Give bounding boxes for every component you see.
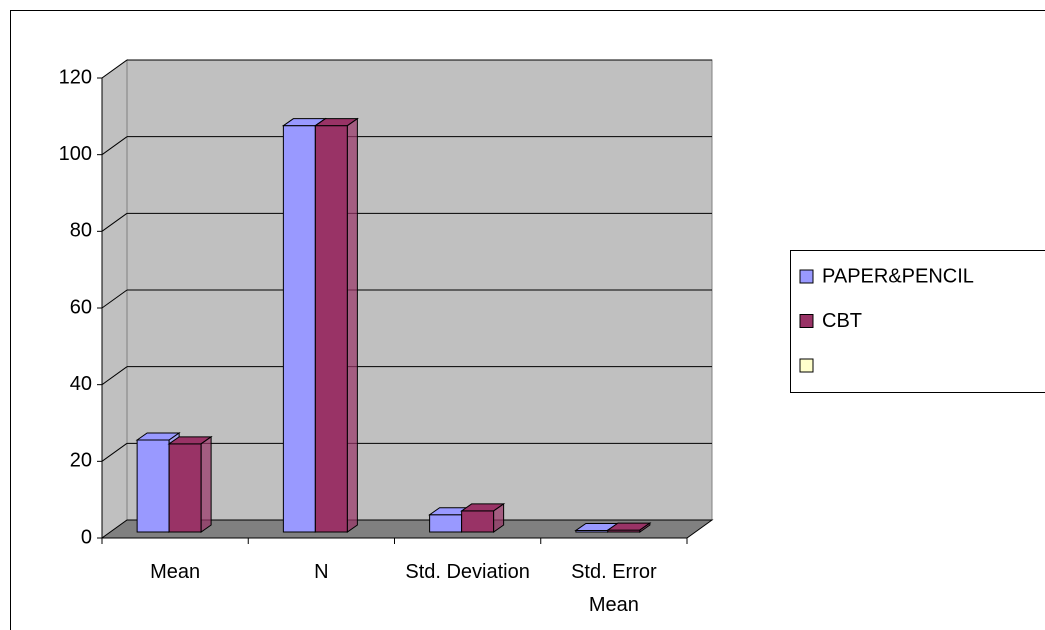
chart-frame (10, 10, 1045, 630)
x-tick-label: Std. Deviation (405, 561, 530, 583)
bar-side (200, 435, 212, 533)
bar-side (346, 117, 358, 533)
y-tick-label: 80 (70, 220, 92, 242)
bar-front (136, 439, 170, 533)
legend-box (790, 250, 1045, 393)
grid-line (101, 59, 128, 79)
y-tick-label: 120 (59, 66, 92, 88)
bar-front (314, 125, 348, 533)
bar (606, 522, 652, 533)
legend-swatch (799, 314, 814, 328)
x-tick-label: Std. Error Mean (571, 561, 657, 616)
legend-swatch (799, 269, 814, 284)
bar-front (429, 514, 463, 533)
bar-side (493, 502, 505, 533)
grid-line (101, 366, 128, 386)
grid-line (101, 212, 128, 232)
y-tick-label: 0 (81, 526, 92, 548)
legend-swatch (799, 358, 814, 373)
bar (167, 435, 213, 533)
bar-front (168, 443, 202, 533)
legend-label: PAPER&PENCIL (822, 265, 974, 287)
x-tick-label: Mean (150, 561, 201, 583)
y-tick-label: 40 (70, 373, 92, 395)
x-tick-label: N (314, 561, 329, 583)
bar-front (461, 510, 495, 533)
bar (460, 502, 506, 533)
grid-line (101, 442, 128, 462)
legend-label: CBT (822, 310, 862, 332)
y-tick-label: 100 (59, 143, 92, 165)
y-tick-label: 60 (70, 296, 92, 318)
y-tick-label: 20 (70, 450, 92, 472)
bar-front (282, 125, 316, 533)
bar-side (639, 522, 651, 533)
grid-line (101, 289, 128, 309)
grid-line (101, 136, 128, 156)
bar (313, 117, 359, 533)
